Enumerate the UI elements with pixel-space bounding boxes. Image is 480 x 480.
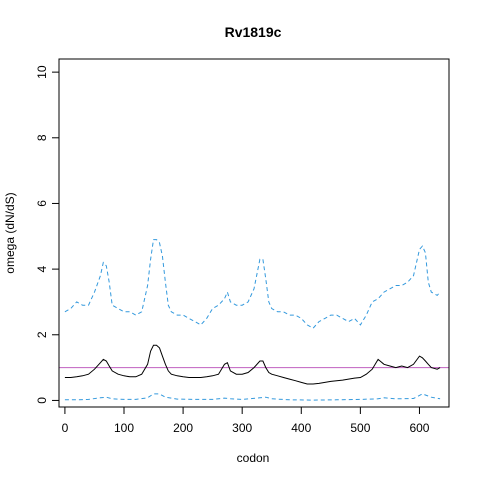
y-axis-label: omega (dN/dS) [3,192,17,273]
x-axis-label: codon [237,451,270,465]
plot-frame [58,58,450,408]
y-tick-label: 0 [35,397,49,404]
omega-estimate-series-line [64,344,441,385]
upper-bound-series-line [64,239,441,329]
y-tick-label: 10 [35,65,49,79]
x-tick-label: 500 [350,421,370,435]
x-tick-label: 100 [114,421,134,435]
lower-bound-series-line [64,393,441,401]
y-tick-label: 2 [35,331,49,338]
x-tick-label: 300 [232,421,252,435]
y-tick-label: 6 [35,200,49,207]
x-tick-label: 400 [291,421,311,435]
x-tick-label: 600 [409,421,429,435]
x-tick-label: 200 [173,421,193,435]
chart-title: Rv1819c [225,24,282,40]
series-layer [64,239,441,401]
x-tick-label: 0 [62,421,69,435]
y-tick-label: 4 [35,265,49,272]
y-tick-label: 8 [35,134,49,141]
